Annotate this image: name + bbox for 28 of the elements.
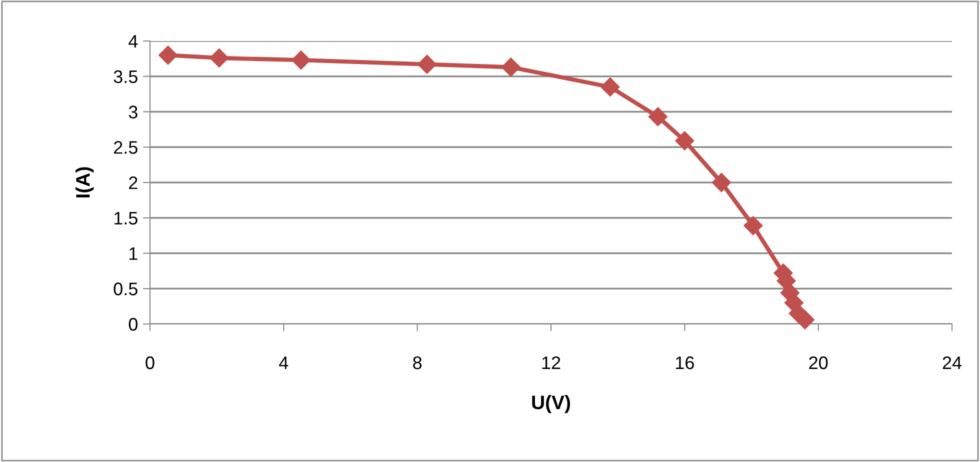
x-tick-label: 8 xyxy=(413,356,422,370)
x-tick-label: 0 xyxy=(146,356,154,370)
x-tick-label: 12 xyxy=(542,356,560,370)
point xyxy=(292,50,311,70)
point xyxy=(417,54,437,74)
y-tick-label: 2.5 xyxy=(114,141,138,154)
x-tick-label: 20 xyxy=(809,356,828,370)
y-tick-label: 0 xyxy=(128,318,138,331)
x-axis-title: U(V) xyxy=(532,395,570,414)
point xyxy=(712,172,731,192)
y-tick-label: 1 xyxy=(130,247,138,260)
x-tick-label: 4 xyxy=(279,356,288,370)
point xyxy=(600,77,620,97)
y-tick-label: 2 xyxy=(129,176,138,190)
point xyxy=(158,46,178,65)
point xyxy=(648,107,668,126)
point xyxy=(744,216,763,236)
point xyxy=(675,131,694,150)
y-tick-label: 0.5 xyxy=(114,282,138,296)
y-tick-label: 1.5 xyxy=(114,212,138,225)
x-tick-label: 24 xyxy=(942,356,962,370)
y-tick-label: 4 xyxy=(128,35,138,48)
y-tick-label: 3.5 xyxy=(114,70,138,84)
y-tick-label: 3 xyxy=(128,106,138,118)
point xyxy=(210,48,229,68)
x-tick-label: 16 xyxy=(676,356,694,370)
y-axis-title: I(A) xyxy=(76,167,94,198)
point xyxy=(501,58,520,77)
